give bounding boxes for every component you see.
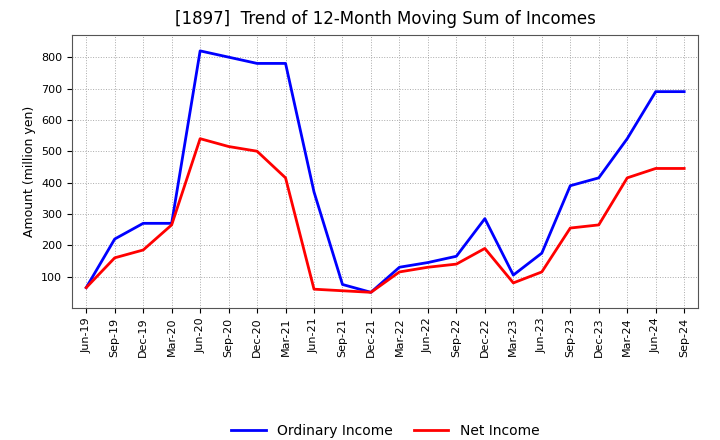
- Ordinary Income: [338, 282, 347, 287]
- Ordinary Income: [110, 236, 119, 242]
- Ordinary Income: [167, 221, 176, 226]
- Net Income: [480, 246, 489, 251]
- Net Income: [110, 255, 119, 260]
- Net Income: [196, 136, 204, 141]
- Ordinary Income: [537, 250, 546, 256]
- Ordinary Income: [480, 216, 489, 221]
- Net Income: [139, 247, 148, 253]
- Net Income: [452, 261, 461, 267]
- Net Income: [395, 269, 404, 275]
- Ordinary Income: [452, 253, 461, 259]
- Ordinary Income: [595, 175, 603, 180]
- Ordinary Income: [225, 55, 233, 60]
- Net Income: [652, 166, 660, 171]
- Net Income: [310, 286, 318, 292]
- Line: Net Income: Net Income: [86, 139, 684, 292]
- Net Income: [680, 166, 688, 171]
- Legend: Ordinary Income, Net Income: Ordinary Income, Net Income: [225, 418, 545, 440]
- Ordinary Income: [366, 290, 375, 295]
- Net Income: [282, 175, 290, 180]
- Net Income: [566, 225, 575, 231]
- Net Income: [537, 269, 546, 275]
- Y-axis label: Amount (million yen): Amount (million yen): [22, 106, 35, 237]
- Net Income: [595, 222, 603, 227]
- Ordinary Income: [310, 189, 318, 194]
- Ordinary Income: [566, 183, 575, 188]
- Ordinary Income: [680, 89, 688, 94]
- Net Income: [366, 290, 375, 295]
- Net Income: [509, 280, 518, 286]
- Ordinary Income: [82, 285, 91, 290]
- Ordinary Income: [253, 61, 261, 66]
- Ordinary Income: [139, 221, 148, 226]
- Net Income: [338, 288, 347, 293]
- Ordinary Income: [395, 264, 404, 270]
- Ordinary Income: [423, 260, 432, 265]
- Net Income: [225, 144, 233, 149]
- Net Income: [167, 222, 176, 227]
- Title: [1897]  Trend of 12-Month Moving Sum of Incomes: [1897] Trend of 12-Month Moving Sum of I…: [175, 10, 595, 28]
- Net Income: [82, 285, 91, 290]
- Ordinary Income: [282, 61, 290, 66]
- Line: Ordinary Income: Ordinary Income: [86, 51, 684, 292]
- Net Income: [253, 149, 261, 154]
- Ordinary Income: [196, 48, 204, 54]
- Net Income: [423, 264, 432, 270]
- Ordinary Income: [652, 89, 660, 94]
- Ordinary Income: [509, 272, 518, 278]
- Net Income: [623, 175, 631, 180]
- Ordinary Income: [623, 136, 631, 141]
